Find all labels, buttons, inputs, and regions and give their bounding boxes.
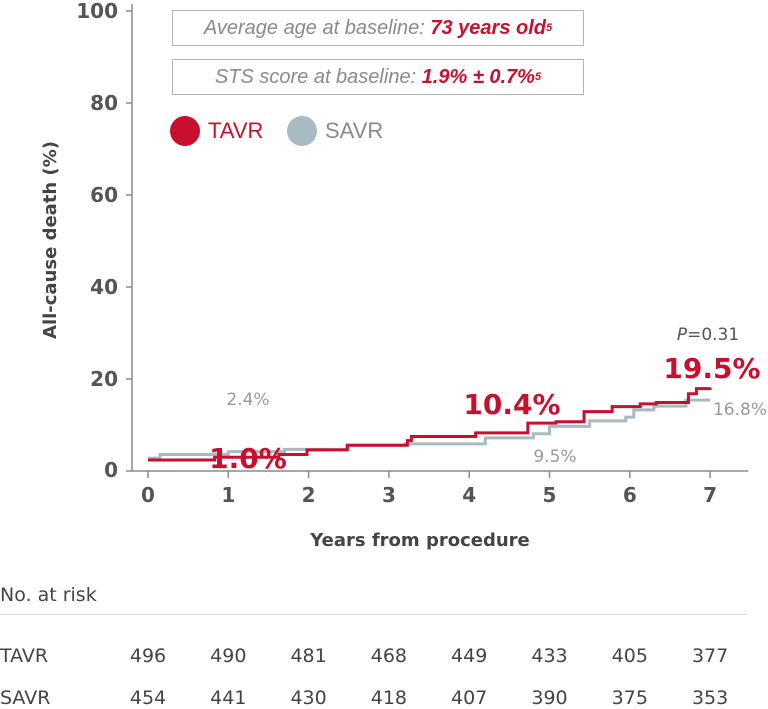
risk-cell: 353 <box>691 687 729 709</box>
risk-cell: 433 <box>531 645 568 667</box>
savr-curve <box>148 398 711 460</box>
legend-tavr-label: TAVR <box>208 118 264 143</box>
risk-cell: 418 <box>370 687 408 709</box>
risk-cell: 430 <box>290 687 327 709</box>
x-tick-label: 2 <box>302 483 316 507</box>
x-tick-label: 6 <box>623 483 637 507</box>
legend-savr-label: SAVR <box>325 118 384 143</box>
p-value-label: P=0.31 <box>677 325 739 345</box>
risk-cell: 468 <box>370 645 408 667</box>
risk-cell: 496 <box>129 645 167 667</box>
y-tick-label: 0 <box>104 458 118 482</box>
risk-row-label: TAVR <box>0 645 49 667</box>
risk-table-divider <box>0 614 748 615</box>
risk-cell: 449 <box>451 645 488 667</box>
risk-cell: 481 <box>290 645 327 667</box>
tavr-7yr-label: 19.5% <box>663 352 760 385</box>
risk-cell: 405 <box>611 645 648 667</box>
x-tick-label: 1 <box>221 483 235 507</box>
risk-cell: 490 <box>210 645 247 667</box>
savr-7yr-label: 16.8% <box>713 400 767 420</box>
legend-tavr: TAVR <box>170 116 263 146</box>
age-label: Average age at baseline: <box>203 16 425 39</box>
x-tick-label: 3 <box>382 483 396 507</box>
tavr-4yr-label: 10.4% <box>463 388 560 421</box>
tavr-legend-marker-icon <box>170 116 200 146</box>
risk-cell: 377 <box>691 645 729 667</box>
sts-label: STS score at baseline: <box>214 65 417 88</box>
y-tick-label: 20 <box>90 367 118 391</box>
y-axis-title: All-cause death (%) <box>40 141 61 339</box>
savr-1yr-label: 2.4% <box>226 390 269 410</box>
savr-5yr-label: 9.5% <box>533 447 576 467</box>
tavr-1yr-label: 1.0% <box>209 442 287 475</box>
sts-ref: 5 <box>534 71 542 83</box>
x-tick-label: 5 <box>543 483 557 507</box>
y-tick-label: 100 <box>76 0 118 23</box>
risk-table-title: No. at risk <box>0 584 97 606</box>
x-axis-title: Years from procedure <box>309 530 529 551</box>
savr-legend-marker-icon <box>287 116 317 146</box>
age-ref: 5 <box>545 22 553 34</box>
baseline-age-box: Average age at baseline: 73 years old 5 <box>172 10 584 46</box>
x-tick-label: 7 <box>703 483 717 507</box>
risk-cell: 375 <box>611 687 648 709</box>
tavr-curve <box>148 387 712 462</box>
baseline-sts-box: STS score at baseline: 1.9% ± 0.7% 5 <box>172 59 584 95</box>
y-tick-label: 60 <box>90 183 118 207</box>
legend-savr: SAVR <box>287 116 383 146</box>
y-tick-label: 80 <box>90 91 118 115</box>
p-value: =0.31 <box>687 325 739 345</box>
risk-row-label: SAVR <box>0 687 51 709</box>
x-tick-label: 4 <box>462 483 476 507</box>
risk-cell: 407 <box>451 687 488 709</box>
y-tick-label: 40 <box>90 275 118 299</box>
sts-value: 1.9% ± 0.7% <box>421 65 535 88</box>
x-tick-label: 0 <box>141 483 155 507</box>
age-value: 73 years old <box>430 16 546 39</box>
p-symbol: P <box>677 325 688 345</box>
risk-cell: 454 <box>129 687 167 709</box>
risk-cell: 441 <box>210 687 247 709</box>
risk-cell: 390 <box>531 687 568 709</box>
